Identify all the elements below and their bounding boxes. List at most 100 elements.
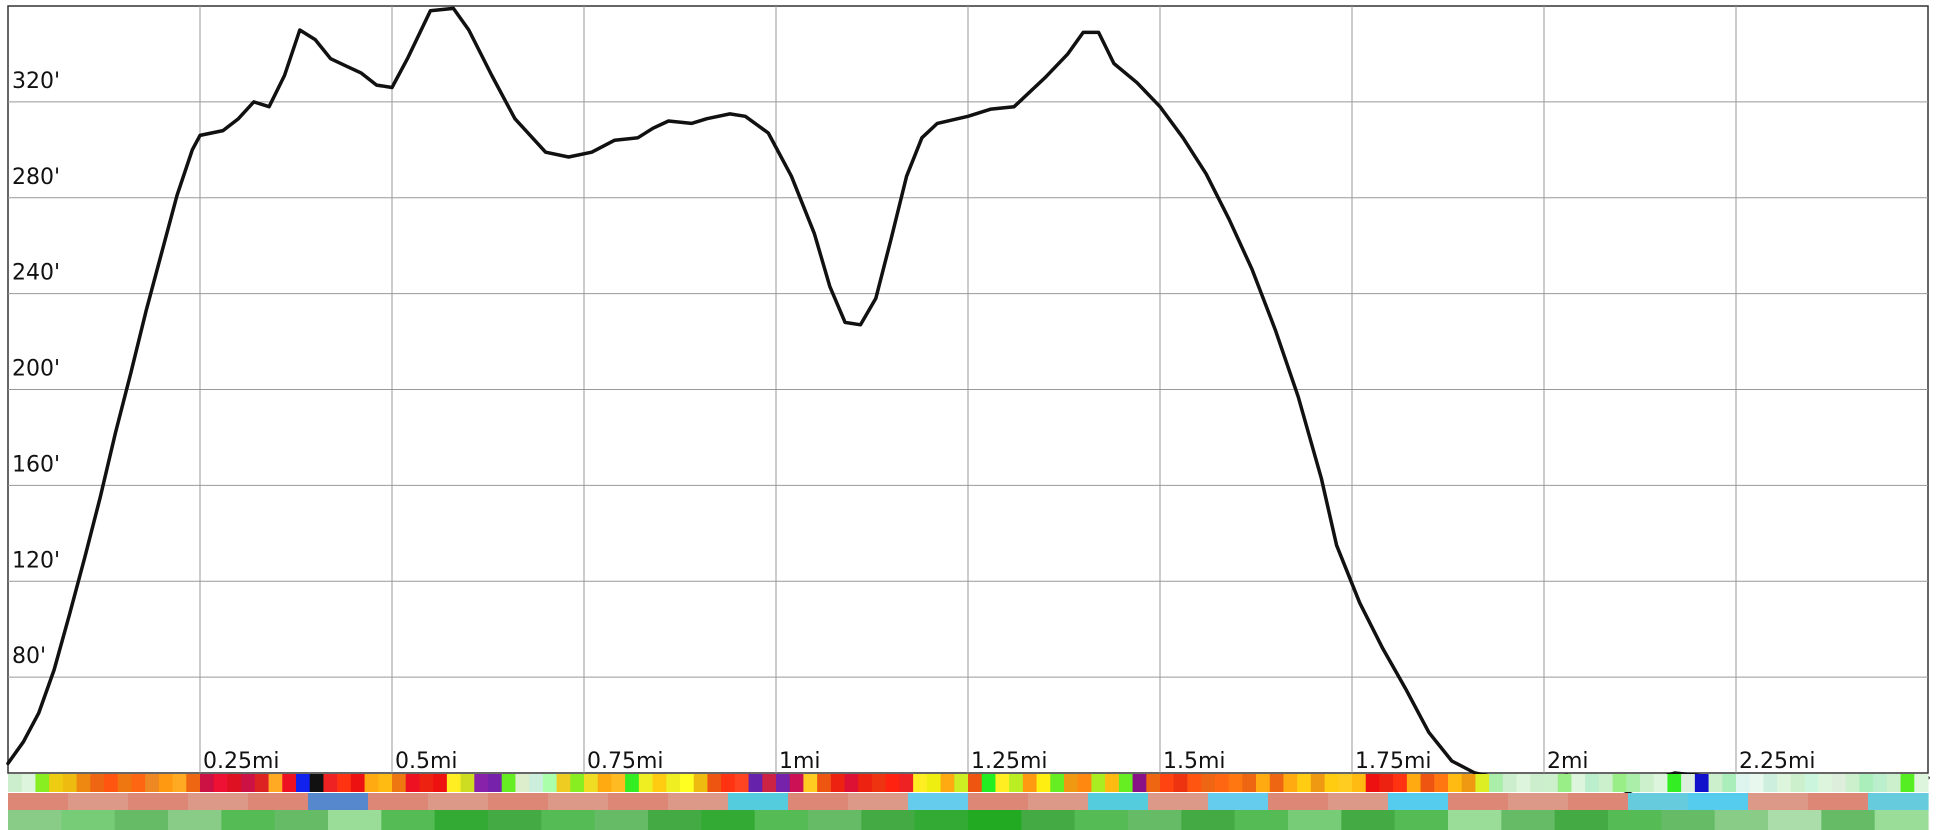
strip-cell	[1269, 774, 1285, 792]
strip-cell	[1768, 810, 1822, 830]
strip-cell	[1886, 774, 1902, 792]
strip-cell	[968, 793, 1029, 810]
strip-cell	[1714, 810, 1769, 830]
strip-cell	[1502, 774, 1518, 792]
strip-cell	[1612, 774, 1627, 792]
strip-cell	[542, 774, 558, 792]
strip-cell	[1288, 810, 1342, 830]
strip-cell	[803, 774, 818, 792]
strip-cell	[1585, 774, 1600, 792]
strip-cell	[1763, 774, 1778, 792]
strip-cell	[8, 774, 23, 792]
strip-cell	[1628, 793, 1689, 810]
strip-cell	[1516, 774, 1531, 792]
strip-cell	[858, 774, 873, 792]
strip-cell	[789, 774, 805, 792]
strip-cell	[701, 810, 756, 830]
strip-cell	[90, 774, 105, 792]
strip-cell	[1201, 774, 1216, 792]
strip-cell	[885, 774, 901, 792]
strip-cell	[1234, 810, 1289, 830]
x-tick-label: 1.5mi	[1163, 749, 1226, 774]
strip-cell	[1310, 774, 1326, 792]
strip-cell	[8, 810, 62, 830]
strip-cell	[21, 774, 37, 792]
strip-cell	[1394, 810, 1449, 830]
strip-cell	[1088, 793, 1149, 810]
strip-cell	[817, 774, 832, 792]
strip-cell	[648, 810, 702, 830]
strip-cell	[1268, 793, 1329, 810]
strip-cell	[1821, 810, 1876, 830]
strip-cell	[1297, 774, 1312, 792]
strip-cell	[1571, 774, 1586, 792]
strip-cell	[594, 810, 649, 830]
x-tick-label: 2.25mi	[1739, 749, 1816, 774]
strip-cell	[1328, 793, 1389, 810]
strip-cell	[1653, 774, 1669, 792]
strip-cell	[1681, 774, 1696, 792]
strip-cell	[501, 774, 517, 792]
strip-cell	[1777, 774, 1792, 792]
strip-cell	[908, 793, 969, 810]
strip-cell	[308, 793, 369, 810]
strip-cell	[488, 793, 549, 810]
y-tick-label: 320'	[12, 69, 60, 94]
strip-cell	[1379, 774, 1394, 792]
strip-cell	[1608, 810, 1662, 830]
strip-cell	[1568, 793, 1629, 810]
strip-cell	[721, 774, 736, 792]
strip-cell	[446, 774, 462, 792]
strip-cell	[1900, 774, 1915, 792]
strip-cell	[1501, 810, 1556, 830]
strip-cell	[213, 774, 229, 792]
x-tick-label: 1.75mi	[1355, 749, 1432, 774]
strip-cell	[104, 774, 119, 792]
strip-cell	[1790, 774, 1806, 792]
strip-cell	[172, 774, 187, 792]
x-tick-labels: 0.25mi 0.5mi 0.75mi 1mi 1.25mi 1.5mi 1.75mi 2mi…	[203, 749, 1816, 774]
strip-cell	[323, 774, 338, 792]
strip-cell	[1338, 774, 1353, 792]
strip-cell	[1050, 774, 1065, 792]
strip-cell	[981, 774, 997, 792]
strip-cell	[368, 793, 429, 810]
strip-cell	[1667, 774, 1682, 792]
strip-cell	[668, 793, 729, 810]
strip-cell	[186, 774, 201, 792]
strip-cell	[968, 774, 983, 792]
strip-cell	[268, 774, 283, 792]
strip-cell	[1640, 774, 1655, 792]
strip-cell	[1508, 793, 1569, 810]
strip-cell	[693, 774, 709, 792]
x-tick-label: 0.5mi	[395, 749, 458, 774]
strip-cell	[1461, 774, 1477, 792]
strip-cell	[1448, 774, 1463, 792]
strip-cell	[392, 774, 407, 792]
strip-cell	[1091, 774, 1106, 792]
y-tick-label: 160'	[12, 452, 60, 477]
strip-cell	[1388, 793, 1449, 810]
strip-cell	[529, 774, 544, 792]
strip-cell	[1365, 774, 1381, 792]
strip-cell	[1748, 793, 1809, 810]
strip-cell	[556, 774, 571, 792]
strip-cell	[1544, 774, 1559, 792]
strip-cell	[652, 774, 667, 792]
strip-cell	[309, 774, 325, 792]
strip-cell	[378, 774, 393, 792]
strip-cell	[35, 774, 50, 792]
strip-cell	[1208, 793, 1269, 810]
y-tick-label: 240'	[12, 261, 60, 286]
strip-cell	[168, 810, 222, 830]
vegetation-color-strip	[8, 810, 1929, 830]
surface-color-strip	[8, 793, 1929, 810]
strip-cell	[1434, 774, 1449, 792]
strip-cell	[248, 793, 309, 810]
strip-cell	[68, 793, 129, 810]
strip-cell	[1448, 810, 1502, 830]
strip-cell	[350, 774, 366, 792]
strip-cell	[62, 774, 78, 792]
strip-cell	[1448, 793, 1509, 810]
